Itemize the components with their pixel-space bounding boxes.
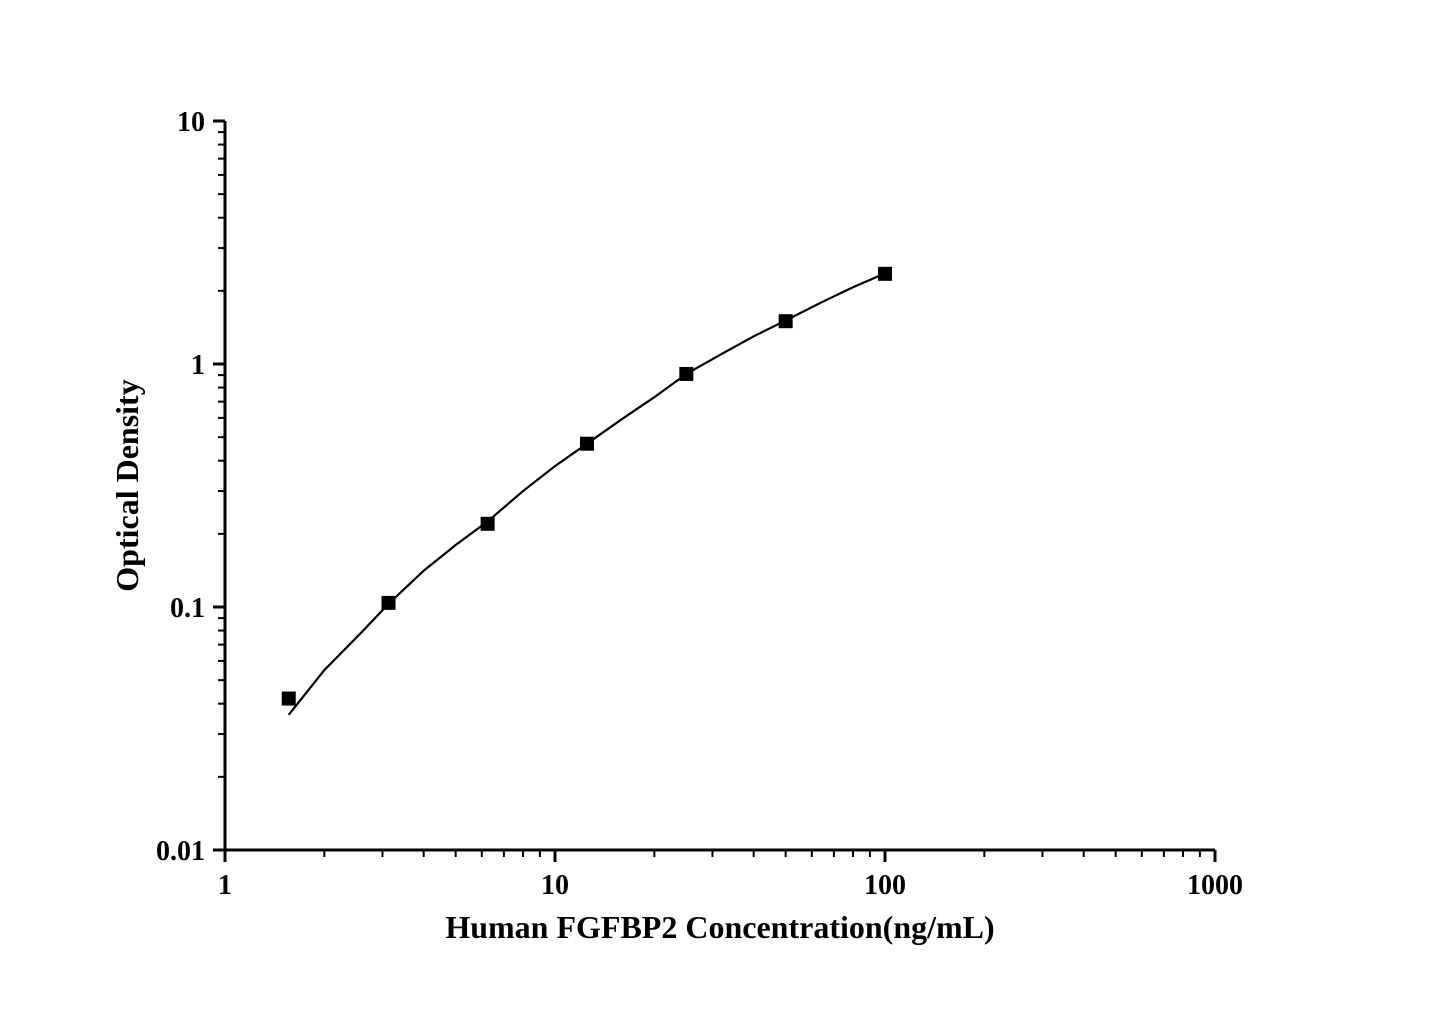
y-tick-label: 1 — [191, 350, 205, 381]
y-tick-label: 10 — [177, 107, 205, 138]
y-tick-label: 0.1 — [170, 593, 205, 624]
loglog-chart: 1 10 100 1000 0.01 0.1 1 10 Human FGFBP2 Concent… — [0, 0, 1445, 1009]
data-marker — [779, 314, 793, 328]
data-marker — [679, 367, 693, 381]
x-axis-label: Human FGFBP2 Concentration(ng/mL) — [445, 909, 994, 945]
data-marker — [382, 596, 396, 610]
x-tick-label: 1 — [218, 870, 232, 901]
x-tick-label: 100 — [864, 870, 906, 901]
data-marker — [282, 692, 296, 706]
data-marker — [481, 517, 495, 531]
data-marker — [580, 437, 594, 451]
y-tick-label: 0.01 — [156, 836, 205, 867]
y-axis-label: Optical Density — [109, 379, 145, 591]
data-marker — [878, 267, 892, 281]
chart-container: 1 10 100 1000 0.01 0.1 1 10 Human FGFBP2 Concent… — [0, 0, 1445, 1009]
x-tick-label: 1000 — [1187, 870, 1243, 901]
x-tick-label: 10 — [541, 870, 569, 901]
